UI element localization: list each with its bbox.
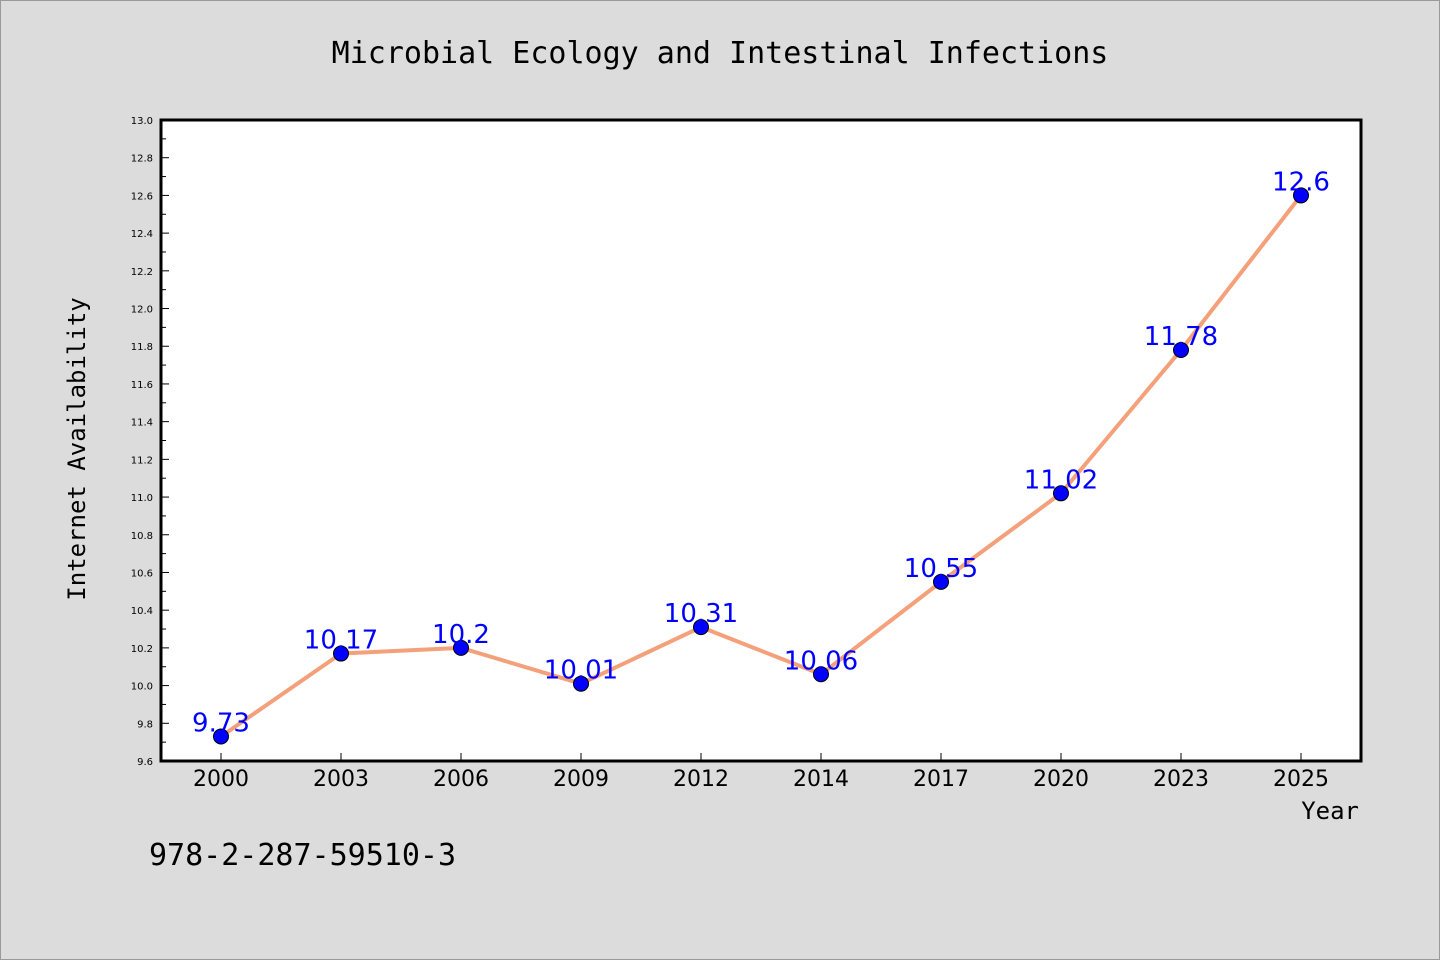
y-tick-label: 12.2 <box>131 267 153 278</box>
x-tick-label: 2020 <box>1033 767 1089 792</box>
data-point <box>813 666 829 683</box>
y-tick-label: 10.8 <box>131 531 153 542</box>
data-point <box>453 639 469 656</box>
y-tick-label: 12.0 <box>131 305 153 316</box>
x-tick-label: 2000 <box>193 767 249 792</box>
y-tick-label: 11.6 <box>131 380 153 391</box>
x-tick-label: 2014 <box>793 767 849 792</box>
x-axis: 2000 2003 2006 2009 2012 2014 2017 2020 2023 2025 <box>193 753 1329 792</box>
y-axis-title: Internet Availability <box>63 297 91 600</box>
data-label: 10.55 <box>904 554 978 584</box>
y-tick-label: 9.6 <box>137 757 153 768</box>
series-line-group <box>219 194 1303 739</box>
x-tick-label: 2006 <box>433 767 489 792</box>
data-label: 9.73 <box>192 708 250 738</box>
y-tick-label: 12.4 <box>131 229 153 240</box>
x-axis-title: Year <box>1301 797 1359 825</box>
x-tick-label: 2009 <box>553 767 609 792</box>
x-tick-label: 2025 <box>1273 767 1329 792</box>
series-line <box>219 194 1303 739</box>
y-tick-label: 10.2 <box>131 644 153 655</box>
y-tick-label: 11.2 <box>131 455 153 466</box>
y-tick-label: 12.6 <box>131 191 153 202</box>
x-tick-label: 2017 <box>913 767 969 792</box>
plot-area <box>159 118 1363 763</box>
x-tick-label: 2003 <box>313 767 369 792</box>
y-tick-label: 12.8 <box>131 154 153 165</box>
data-point <box>1293 187 1309 204</box>
y-axis: 9.6 9.8 10.0 10.2 10.4 10.6 10.8 11.0 11.2 11.4 11… <box>131 116 169 768</box>
y-tick-label: 10.6 <box>131 568 153 579</box>
y-tick-label: 11.4 <box>131 418 153 429</box>
data-points <box>213 187 1309 745</box>
data-label: 10.17 <box>304 626 378 656</box>
y-tick-label: 10.0 <box>131 682 153 693</box>
data-point <box>1173 342 1189 359</box>
footnote-isbn: 978-2-287-59510-3 <box>149 838 456 873</box>
data-label: 11.02 <box>1024 465 1098 495</box>
data-label: 11.78 <box>1144 322 1218 352</box>
data-label: 12.6 <box>1272 167 1330 197</box>
y-tick-label: 9.8 <box>137 719 153 730</box>
y-tick-label: 13.0 <box>131 116 153 127</box>
y-tick-label: 11.0 <box>131 493 153 504</box>
data-point <box>573 675 589 692</box>
data-point <box>693 619 709 636</box>
data-label: 10.01 <box>544 656 618 686</box>
x-tick-label: 2023 <box>1153 767 1209 792</box>
x-tick-label: 2012 <box>673 767 729 792</box>
y-tick-label: 10.4 <box>131 606 153 617</box>
y-tick-label: 11.8 <box>131 342 153 353</box>
data-point <box>933 573 949 590</box>
data-point <box>1053 485 1069 502</box>
chart-title: Microbial Ecology and Intestinal Infecti… <box>332 36 1109 71</box>
data-point <box>213 728 229 745</box>
data-label: 10.06 <box>784 646 858 676</box>
data-label: 10.31 <box>664 599 738 629</box>
data-label: 10.2 <box>432 620 490 650</box>
data-labels: 9.73 10.17 10.2 10.01 10.31 10.06 10.55 11.02 11… <box>192 167 1330 738</box>
data-point <box>333 645 349 662</box>
